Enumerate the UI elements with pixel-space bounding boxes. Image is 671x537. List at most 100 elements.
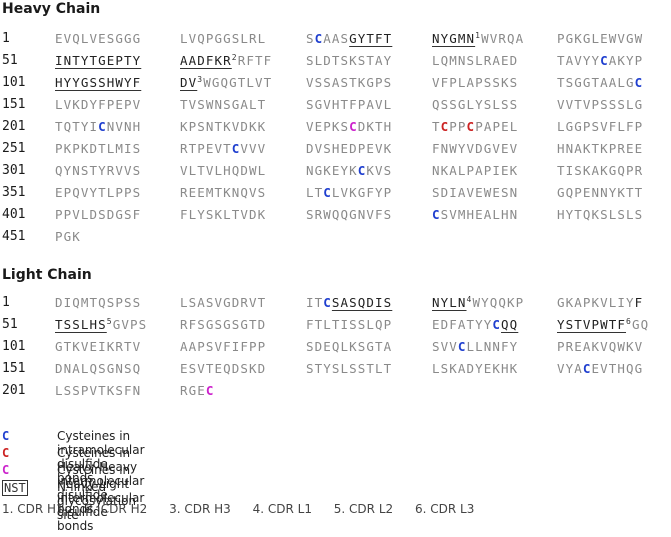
residue-group: VVTVPSSSLG	[557, 97, 644, 112]
residue-group: TVSWNSGALT	[180, 97, 267, 112]
residue-number: 201	[2, 383, 26, 398]
residue-group: FNWYVDGVEV	[432, 141, 519, 156]
residue-number: 151	[2, 97, 26, 112]
residue-group: VFPLAPSSKS	[432, 75, 519, 90]
residue-group: ITCSASQDIS	[306, 295, 393, 310]
residue-group: YSTVPWTF6GQ	[557, 317, 650, 333]
residue-group: LVKDYFPEPV	[55, 97, 142, 112]
residue-group: LSSPVTKSFN	[55, 383, 142, 398]
cdr-legend: 1. CDR H1 2. CDR H2 3. CDR H3 4. CDR L1 …	[2, 502, 492, 516]
residue-group: QYNSTYRVVS	[55, 163, 142, 178]
residue-group: RGEC	[180, 383, 215, 398]
residue-group: PGK	[55, 229, 81, 244]
residue-number: 51	[2, 53, 18, 68]
residue-group: LVQPGGSLRL	[180, 31, 267, 46]
cdr-label: 3. CDR H3	[169, 502, 231, 516]
legend-key: C	[2, 429, 10, 443]
residue-number: 401	[2, 207, 26, 222]
residue-group: REEMTKNQVS	[180, 185, 267, 200]
residue-group: FLYSKLTVDK	[180, 207, 267, 222]
residue-group: DV3WGQGTLVT	[180, 75, 273, 91]
legend-key: NST	[2, 480, 28, 496]
residue-group: LQMNSLRAED	[432, 53, 519, 68]
light-chain-heading: Light Chain	[2, 267, 92, 283]
residue-group: SCAASGYTFT	[306, 31, 393, 46]
residue-number: 251	[2, 141, 26, 156]
residue-group: NYLN4WYQQKP	[432, 295, 525, 311]
cdr-label: 2. CDR H2	[85, 502, 148, 516]
residue-group: SGVHTFPAVL	[306, 97, 393, 112]
residue-group: INTYTGEPTY	[55, 53, 142, 68]
residue-number: 51	[2, 317, 18, 332]
cdr-label: 5. CDR L2	[333, 502, 394, 516]
residue-group: NGKEYKCKVS	[306, 163, 393, 178]
residue-group: LSKADYEKHK	[432, 361, 519, 376]
residue-number: 101	[2, 75, 26, 90]
residue-group: VLTVLHQDWL	[180, 163, 267, 178]
residue-group: EPQVYTLPPS	[55, 185, 142, 200]
residue-group: SRWQQGNVFS	[306, 207, 393, 222]
residue-group: GTKVEIKRTV	[55, 339, 142, 354]
residue-number: 301	[2, 163, 26, 178]
residue-group: QSSGLYSLSS	[432, 97, 519, 112]
cdr-label: 4. CDR L1	[252, 502, 312, 516]
residue-number: 351	[2, 185, 26, 200]
residue-group: TAVYYCAKYP	[557, 53, 644, 68]
residue-group: DNALQSGNSQ	[55, 361, 142, 376]
residue-group: AAPSVFIFPP	[180, 339, 267, 354]
residue-group: SDIAVEWESN	[432, 185, 519, 200]
residue-group: PGKGLEWVGW	[557, 31, 644, 46]
residue-group: EVQLVESGGG	[55, 31, 142, 46]
residue-group: TSGGTAALGC	[557, 75, 644, 90]
residue-group: PPVLDSDGSF	[55, 207, 142, 222]
residue-group: PREAKVQWKV	[557, 339, 644, 354]
legend-label: Cysteines in Heavy-Light intermolecular …	[57, 463, 145, 533]
residue-group: RFSGSGSGTD	[180, 317, 267, 332]
residue-group: LTCLVKGFYP	[306, 185, 393, 200]
residue-group: STYSLSSTLT	[306, 361, 393, 376]
residue-group: FTLTISSLQP	[306, 317, 393, 332]
residue-group: SDEQLKSGTA	[306, 339, 393, 354]
residue-group: NYGMN1WVRQA	[432, 31, 525, 47]
residue-group: SLDTSKSTAY	[306, 53, 393, 68]
residue-group: LSASVGDRVT	[180, 295, 267, 310]
residue-group: HNAKTKPREE	[557, 141, 644, 156]
residue-group: TSSLHS5GVPS	[55, 317, 148, 333]
residue-group: NKALPAPIEK	[432, 163, 519, 178]
residue-group: ESVTEQDSKD	[180, 361, 267, 376]
legend-label: N-linked glycosylation site	[57, 480, 137, 522]
cdr-label: 1. CDR H1	[2, 502, 64, 516]
residue-group: LGGPSVFLFP	[557, 119, 644, 134]
legend-key: C	[2, 446, 10, 460]
residue-group: RTPEVTCVVV	[180, 141, 267, 156]
residue-group: HYYGSSHWYF	[55, 75, 142, 90]
residue-number: 1	[2, 295, 10, 310]
residue-group: VYACEVTHQG	[557, 361, 644, 376]
residue-group: GKAPKVLIYF	[557, 295, 644, 310]
residue-group: TQTYICNVNH	[55, 119, 142, 134]
residue-group: AADFKR2RFTF	[180, 53, 273, 69]
residue-group: CSVMHEALHN	[432, 207, 519, 222]
residue-group: EDFATYYCQQ	[432, 317, 519, 332]
residue-number: 151	[2, 361, 26, 376]
residue-group: VEPKSCDKTH	[306, 119, 393, 134]
residue-group: TISKAKGQPR	[557, 163, 644, 178]
residue-group: DIQMTQSPSS	[55, 295, 142, 310]
cdr-label: 6. CDR L3	[414, 502, 475, 516]
residue-group: GQPENNYKTT	[557, 185, 644, 200]
residue-number: 1	[2, 31, 10, 46]
residue-group: PKPKDTLMIS	[55, 141, 142, 156]
residue-number: 101	[2, 339, 26, 354]
residue-group: VSSASTKGPS	[306, 75, 393, 90]
residue-group: DVSHEDPEVK	[306, 141, 393, 156]
legend-label: Cysteines in intramolecular disulfide bo…	[57, 429, 145, 485]
residue-number: 451	[2, 229, 26, 244]
residue-number: 201	[2, 119, 26, 134]
legend-key: C	[2, 463, 10, 477]
heavy-chain-heading: Heavy Chain	[2, 1, 101, 17]
legend-label: Cysteines in Heavy-Heavy intermolecular …	[57, 446, 145, 516]
residue-group: TCPPCPAPEL	[432, 119, 519, 134]
residue-group: HYTQKSLSLS	[557, 207, 644, 222]
residue-group: KPSNTKVDKK	[180, 119, 267, 134]
residue-group: SVVCLLNNFY	[432, 339, 519, 354]
